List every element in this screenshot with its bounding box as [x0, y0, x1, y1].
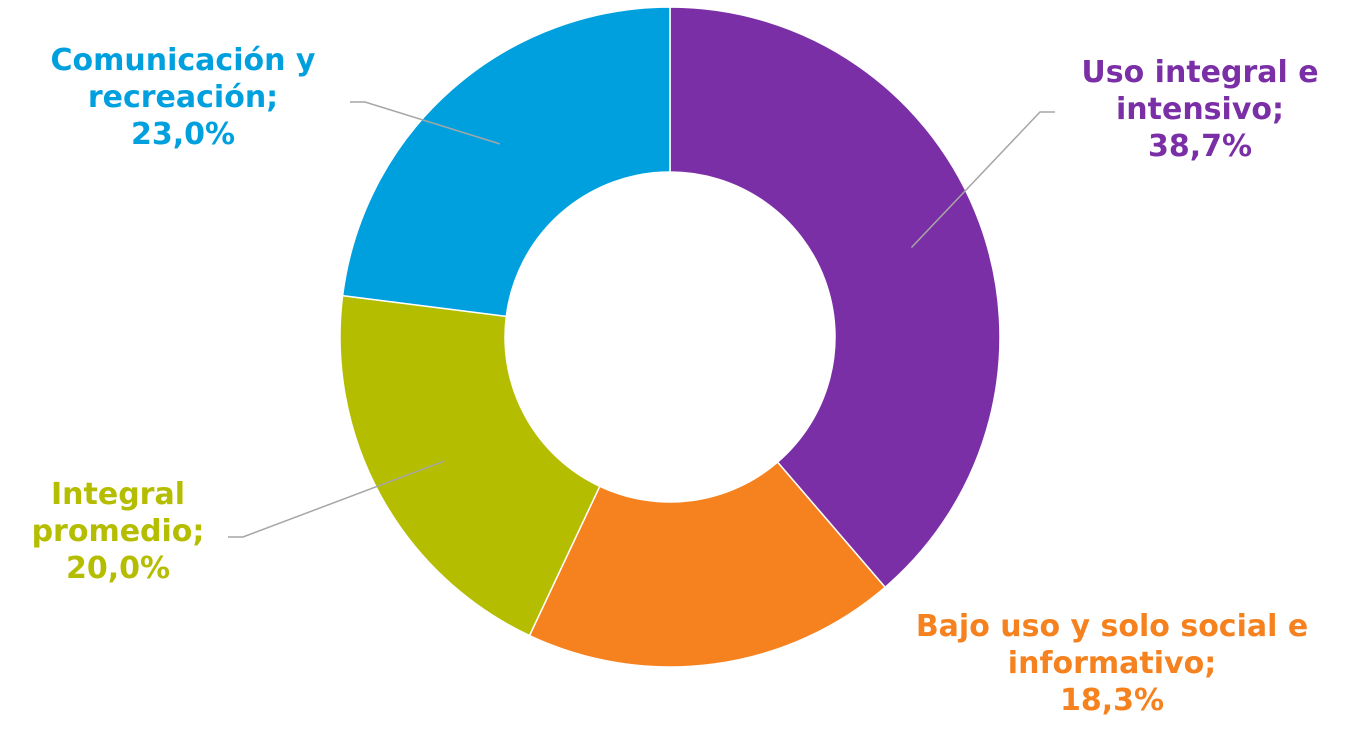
data-label-value: 18,3%	[1060, 683, 1164, 718]
data-label-line: intensivo;	[1116, 92, 1284, 127]
data-label-line: informativo;	[1008, 646, 1216, 681]
data-label-integral-promedio: Integral promedio; 20,0%	[32, 477, 205, 586]
leader-lines	[228, 101, 1055, 538]
slice-bajo-uso-y-solo-social-e-informativo	[528, 461, 887, 668]
leader-line-comunicacion-y-recreacion	[350, 101, 500, 145]
data-label-line: Integral	[51, 477, 185, 512]
slice-integral-promedio	[339, 294, 601, 637]
data-label-value: 38,7%	[1148, 129, 1252, 164]
leader-line-integral-promedio	[228, 460, 445, 538]
data-label-line: Bajo uso y solo social e	[916, 609, 1308, 644]
data-label-comunicacion-y-recreacion: Comunicación y recreación; 23,0%	[51, 43, 316, 152]
slice-uso-integral-e-intensivo	[669, 6, 1001, 589]
data-label-line: promedio;	[32, 514, 205, 549]
data-label-uso-integral-e-intensivo: Uso integral e intensivo; 38,7%	[1081, 55, 1318, 164]
data-label-value: 23,0%	[131, 117, 235, 152]
donut-slices	[339, 6, 1001, 668]
slice-comunicacion-y-recreacion	[341, 6, 671, 318]
leader-line-uso-integral-e-intensivo	[910, 111, 1055, 249]
data-label-value: 20,0%	[66, 551, 170, 586]
data-label-line: recreación;	[88, 80, 278, 115]
data-label-line: Uso integral e	[1081, 55, 1318, 90]
data-label-bajo-uso-y-solo-social-e-informativo: Bajo uso y solo social e informativo; 18,3…	[916, 609, 1308, 718]
data-label-line: Comunicación y	[51, 43, 316, 78]
slice-labels: Uso integral e intensivo; 38,7% Bajo uso y …	[32, 43, 1319, 718]
